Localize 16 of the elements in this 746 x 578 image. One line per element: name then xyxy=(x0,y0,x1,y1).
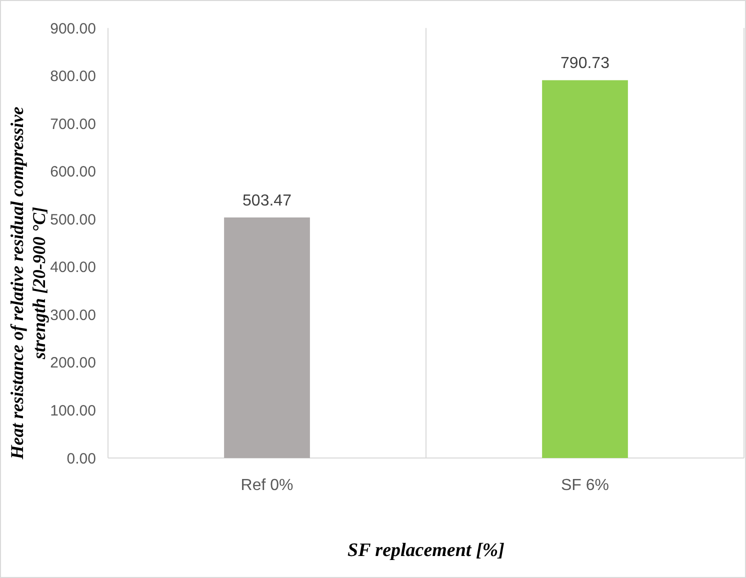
data-label: 503.47 xyxy=(242,192,292,210)
y-tick-label: 200.00 xyxy=(50,354,96,372)
y-tick-label: 600.00 xyxy=(50,164,96,181)
y-tick-label: 700.00 xyxy=(50,116,96,133)
y-tick-label: 0.00 xyxy=(66,450,96,468)
y-tick-label: 900.00 xyxy=(50,20,96,38)
x-tick-label: SF 6% xyxy=(560,477,610,494)
data-label: 790.73 xyxy=(560,55,610,72)
y-tick-label: 500.00 xyxy=(50,211,96,228)
y-tick-label: 400.00 xyxy=(50,259,96,276)
y-axis-title: Heat resistance of relative residual compressive strength [20-900 °C] xyxy=(7,106,49,460)
y-tick-label: 800.00 xyxy=(50,68,96,86)
x-tick-label: Ref 0% xyxy=(240,477,294,494)
y-tick-label: 100.00 xyxy=(50,402,96,420)
y-tick-label: 300.00 xyxy=(50,306,96,324)
x-axis-title: SF replacement [%] xyxy=(348,540,504,561)
